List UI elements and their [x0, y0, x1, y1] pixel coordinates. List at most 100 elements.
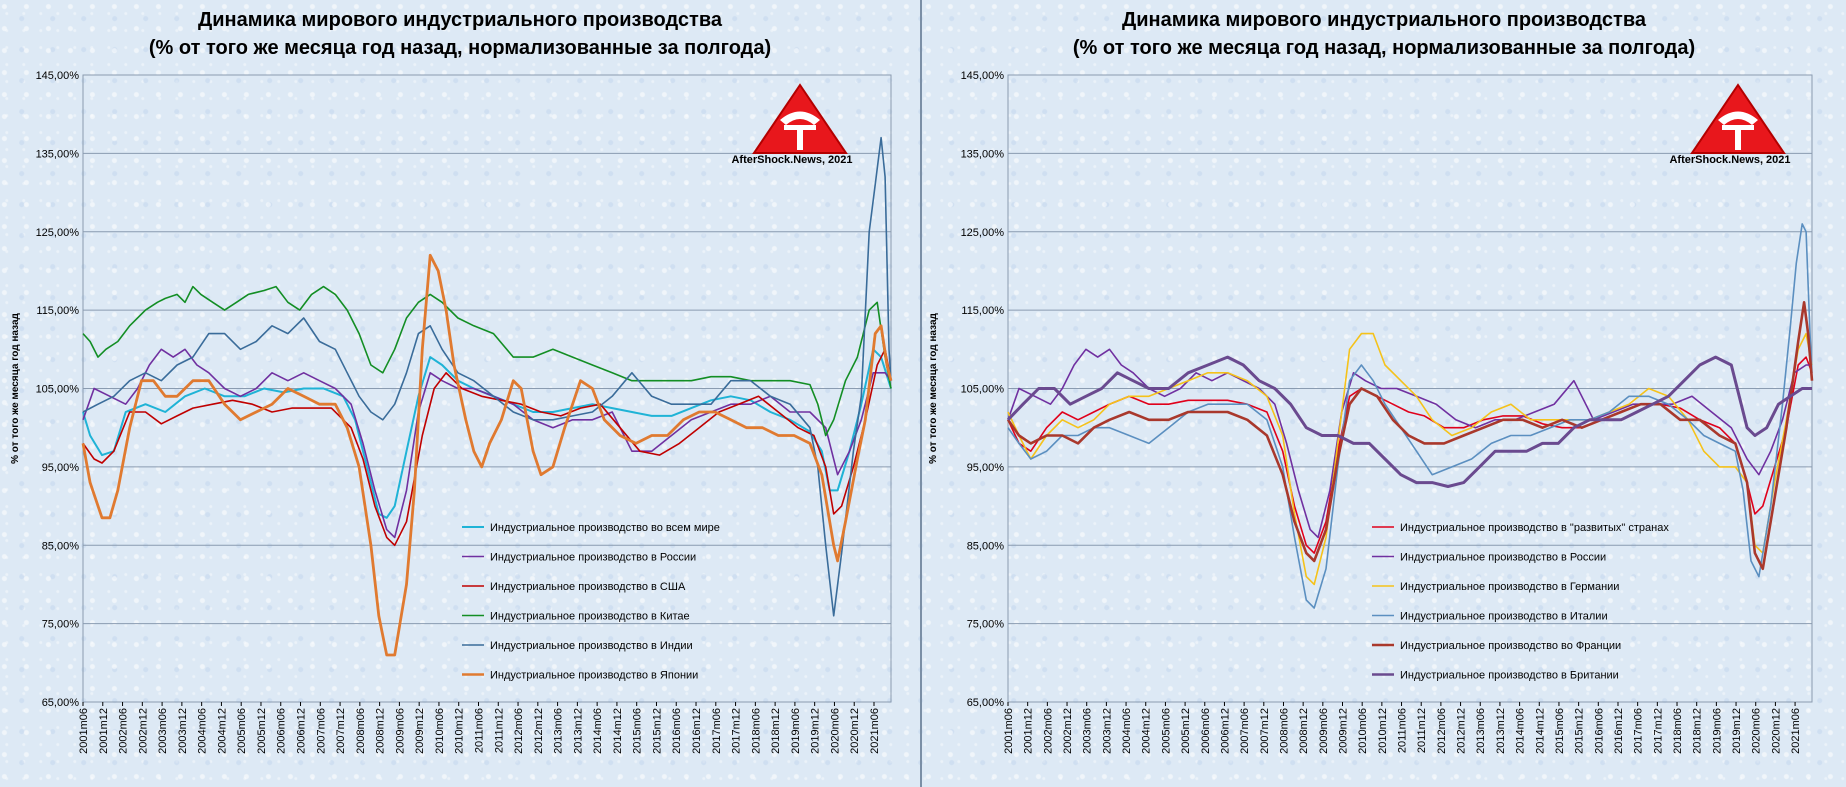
y-tick-label: 75,00% — [42, 619, 80, 631]
x-tick-label: 2015m06 — [1554, 708, 1566, 754]
x-tick-label: 2007m12 — [1259, 708, 1271, 754]
logo-bar — [784, 125, 816, 130]
x-tick-label: 2013m12 — [1495, 708, 1507, 754]
x-tick-label: 2003m12 — [1101, 708, 1113, 754]
y-tick-label: 115,00% — [36, 305, 79, 317]
legend-label: Индустриальное производство в Германии — [1400, 581, 1619, 593]
y-tick-label: 95,00% — [967, 462, 1005, 474]
watermark-text: AfterShock.News, 2021 — [731, 154, 852, 166]
watermark-text: AfterShock.News, 2021 — [1669, 154, 1790, 166]
series-line-2 — [82, 348, 892, 539]
y-tick-label: 85,00% — [42, 540, 80, 552]
y-tick-label: 145,00% — [36, 70, 80, 82]
x-tick-label: 2018m06 — [1672, 708, 1684, 754]
series-line-5 — [82, 136, 892, 617]
chart-title-line-2: (% от того же месяца год назад, нормализ… — [148, 37, 772, 59]
x-tick-label: 2014m12 — [1534, 708, 1546, 754]
x-tick-label: 2006m12 — [296, 708, 308, 754]
x-tick-label: 2018m12 — [770, 708, 782, 754]
legend-label: Индустриальное производство в Японии — [490, 670, 698, 682]
x-tick-label: 2009m12 — [1338, 708, 1350, 754]
x-tick-label: 2011m12 — [1416, 708, 1428, 753]
x-tick-label: 2016m06 — [1593, 708, 1605, 754]
y-tick-label: 85,00% — [967, 540, 1005, 552]
x-tick-label: 2019m06 — [790, 708, 802, 754]
x-tick-label: 2015m12 — [1574, 708, 1586, 754]
x-tick-label: 2016m12 — [1613, 708, 1625, 754]
x-tick-label: 2012m06 — [513, 708, 525, 754]
chart-title-line-1: Динамика мирового индустриального произв… — [1121, 9, 1646, 31]
x-tick-label: 2017m12 — [731, 708, 743, 754]
x-tick-label: 2006m12 — [1219, 708, 1231, 754]
x-tick-label: 2006m06 — [1200, 708, 1212, 754]
y-tick-label: 125,00% — [36, 227, 80, 239]
legend-label: Индустриальное производство в Индии — [490, 640, 693, 652]
x-tick-label: 2008m12 — [1298, 708, 1310, 754]
x-tick-label: 2008m12 — [375, 708, 387, 754]
x-tick-label: 2010m12 — [454, 708, 466, 754]
series-line-3 — [82, 348, 892, 547]
series-line-1 — [1007, 356, 1813, 554]
x-tick-label: 2011m12 — [493, 708, 505, 753]
y-tick-label: 135,00% — [36, 148, 80, 160]
logo-stem — [1735, 130, 1741, 150]
aftershock-logo — [752, 83, 848, 154]
x-tick-label: 2005m06 — [1160, 708, 1172, 754]
legend-label: Индустриальное производство в Китае — [490, 611, 690, 623]
x-tick-label: 2020m12 — [849, 708, 861, 754]
x-tick-label: 2011m06 — [473, 708, 485, 753]
y-tick-label: 145,00% — [961, 70, 1005, 82]
x-tick-label: 2019m12 — [1731, 708, 1743, 754]
x-tick-label: 2020m06 — [829, 708, 841, 754]
y-axis-label: % от того же месяца год назад — [10, 312, 21, 463]
x-tick-label: 2005m06 — [236, 708, 248, 754]
x-tick-label: 2002m12 — [137, 708, 149, 754]
x-tick-label: 2020m06 — [1751, 708, 1763, 754]
x-tick-label: 2001m06 — [1003, 708, 1015, 754]
chart-title: Динамика мирового индустриального произв… — [0, 6, 920, 62]
x-tick-label: 2015m06 — [632, 708, 644, 754]
x-tick-label: 2017m12 — [1652, 708, 1664, 754]
legend-label: Индустриальное производство во Франции — [1400, 640, 1621, 652]
chart-svg: 65,00% 75,00% 85,00% 95,00% 105,00% 115,00% 12… — [928, 70, 1814, 754]
x-tick-label: 2013m12 — [572, 708, 584, 754]
x-tick-label: 2008m06 — [355, 708, 367, 754]
series-line-6 — [1006, 355, 1812, 488]
y-axis-label: % от того же месяца год назад — [928, 312, 939, 463]
x-tick-label: 2012m12 — [1456, 708, 1468, 754]
x-tick-label: 2009m06 — [1318, 708, 1330, 754]
x-tick-label: 2014m06 — [1515, 708, 1527, 754]
y-tick-label: 125,00% — [961, 227, 1005, 239]
x-tick-label: 2013m06 — [1475, 708, 1487, 754]
x-tick-label: 2019m12 — [810, 708, 822, 754]
y-tick-label: 105,00% — [961, 384, 1005, 396]
x-tick-label: 2018m06 — [750, 708, 762, 754]
chart-panel-left: Динамика мирового индустриального произв… — [0, 0, 922, 787]
logo-stem — [797, 130, 803, 150]
x-tick-label: 2011m06 — [1397, 708, 1409, 753]
x-tick-label: 2007m12 — [335, 708, 347, 754]
legend-label: Индустриальное производство в Италии — [1400, 611, 1608, 623]
x-tick-label: 2006m06 — [276, 708, 288, 754]
x-tick-label: 2021m06 — [869, 708, 881, 754]
x-tick-label: 2016m06 — [671, 708, 683, 754]
x-tick-label: 2009m12 — [414, 708, 426, 754]
legend-label: Индустриальное производство в "развитых"… — [1400, 522, 1669, 534]
aftershock-logo — [1690, 83, 1786, 154]
x-tick-label: 2020m12 — [1770, 708, 1782, 754]
x-tick-label: 2003m06 — [1082, 708, 1094, 754]
x-tick-label: 2007m06 — [315, 708, 327, 754]
legend-label: Индустриальное производство в Британии — [1400, 670, 1619, 682]
x-tick-label: 2018m12 — [1692, 708, 1704, 754]
x-tick-label: 2001m12 — [98, 708, 110, 754]
chart-title-line-2: (% от того же месяца год назад, нормализ… — [1072, 37, 1696, 59]
x-tick-label: 2012m12 — [533, 708, 545, 754]
x-tick-label: 2010m12 — [1377, 708, 1389, 754]
y-tick-label: 105,00% — [36, 384, 80, 396]
logo-arc — [1718, 111, 1758, 125]
logo-bar — [1722, 125, 1754, 130]
legend-label: Индустриальное производство в России — [490, 552, 696, 564]
x-tick-label: 2001m12 — [1023, 708, 1035, 754]
x-tick-label: 2002m12 — [1062, 708, 1074, 754]
x-tick-label: 2017m06 — [1633, 708, 1645, 754]
